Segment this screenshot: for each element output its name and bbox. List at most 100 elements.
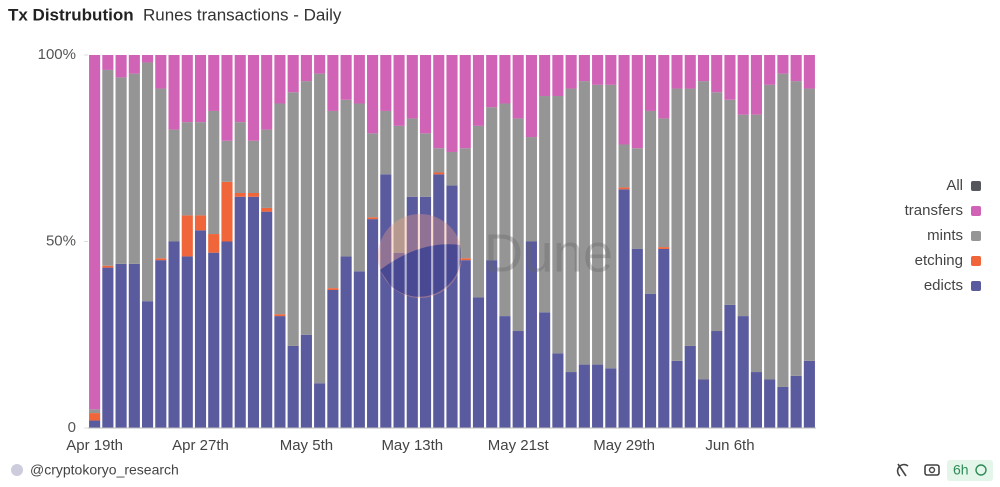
bar-segment — [393, 252, 405, 428]
bar-segment — [327, 55, 339, 111]
x-tick-label: May 21st — [488, 437, 550, 454]
legend-swatch[interactable] — [971, 206, 981, 216]
share-icon[interactable] — [896, 463, 909, 477]
bar-segment — [433, 172, 445, 175]
bar-segment — [803, 360, 815, 428]
legend-label[interactable]: etching — [915, 252, 963, 269]
bar-segment — [419, 196, 432, 428]
bar-segment — [155, 55, 167, 89]
bar-segment — [671, 55, 683, 89]
legend-label[interactable]: transfers — [905, 202, 963, 219]
bar-segment — [446, 151, 458, 186]
watermark-text: Dune — [484, 223, 613, 283]
bar-segment — [314, 73, 326, 384]
bar-segment — [406, 118, 418, 197]
legend-label[interactable]: mints — [927, 227, 963, 244]
bar-segment — [658, 247, 670, 249]
bar-segment — [658, 118, 670, 248]
bar-segment — [102, 55, 114, 70]
bar-segment — [697, 379, 710, 428]
bar-segment — [300, 81, 312, 335]
bar-segment — [737, 316, 749, 428]
bar-segment — [115, 263, 127, 428]
bar-segment — [631, 148, 643, 249]
refresh-check — [975, 464, 987, 476]
chart-subtitle: Runes transactions - Daily — [143, 5, 342, 24]
bar-segment — [208, 110, 220, 235]
bar-segment — [750, 55, 762, 115]
bar-segment — [711, 92, 723, 332]
legend-label[interactable]: edicts — [924, 277, 963, 294]
author[interactable]: @cryptokoryo_research — [30, 462, 179, 478]
bar-segment — [671, 360, 683, 428]
bar-segment — [208, 252, 220, 428]
bar-segment — [578, 81, 590, 365]
bar-segment — [605, 55, 617, 85]
bar-segment — [247, 196, 260, 428]
bar-segment — [181, 122, 193, 216]
bar-segment — [525, 241, 537, 428]
legend-all-label[interactable]: All — [946, 177, 963, 194]
bar-segment — [128, 55, 140, 74]
bar-segment — [181, 256, 193, 428]
bar-segment — [155, 88, 167, 259]
bar-segment — [327, 110, 339, 289]
bar-segment — [234, 193, 246, 197]
bar-segment — [472, 297, 485, 428]
bar-segment — [353, 55, 365, 104]
bar-segment — [750, 114, 762, 373]
x-tick-label: Jun 6th — [705, 437, 754, 454]
bar-segment — [168, 241, 180, 428]
bar-segment — [499, 103, 511, 317]
bar-segment — [367, 219, 379, 428]
watermark-logo — [380, 244, 462, 297]
bar-segment — [552, 55, 564, 97]
bar-segment — [194, 230, 207, 428]
bar-segment — [142, 62, 154, 302]
bar-segment — [565, 372, 577, 428]
legend-swatch[interactable] — [971, 256, 981, 266]
bar-segment — [552, 96, 564, 354]
bar-segment — [89, 55, 101, 410]
bar-segment — [790, 81, 802, 376]
bar-segment — [314, 55, 326, 74]
bar-segment — [750, 372, 762, 428]
legend-swatch[interactable] — [971, 281, 981, 291]
bar-segment — [194, 122, 207, 216]
bar-segment — [287, 55, 299, 93]
bar-segment — [393, 125, 405, 253]
bar-segment — [142, 301, 154, 428]
bar-segment — [168, 55, 180, 130]
bar-segment — [552, 353, 564, 428]
bar-segment — [499, 316, 511, 428]
bar-segment — [697, 55, 710, 82]
x-tick-label: Apr 27th — [172, 437, 229, 454]
bar-segment — [459, 55, 471, 149]
bar-segment — [353, 271, 365, 428]
bar-segment — [777, 386, 789, 428]
bar-segment — [737, 114, 749, 317]
bar-segment — [486, 107, 498, 261]
watermark-logo — [378, 214, 462, 298]
legend-all-swatch[interactable] — [971, 181, 981, 191]
bar-segment — [433, 148, 445, 173]
bar-segment — [340, 55, 352, 100]
bar-segment — [261, 55, 273, 130]
bar-segment — [274, 314, 286, 317]
bar-segment — [367, 133, 379, 218]
bar-segment — [274, 316, 286, 428]
bar-segment — [314, 383, 326, 428]
bar-segment — [89, 409, 101, 414]
bar-segment — [737, 55, 749, 115]
bar-segment — [142, 55, 154, 63]
bar-segment — [459, 148, 471, 259]
legend-swatch[interactable] — [971, 231, 981, 241]
bar-segment — [711, 55, 723, 93]
bar-segment — [115, 55, 127, 78]
bar-segment — [592, 84, 604, 365]
bar-segment — [578, 55, 590, 82]
bar-segment — [631, 248, 643, 428]
bar-segment — [592, 55, 604, 85]
camera-icon[interactable] — [924, 464, 940, 476]
